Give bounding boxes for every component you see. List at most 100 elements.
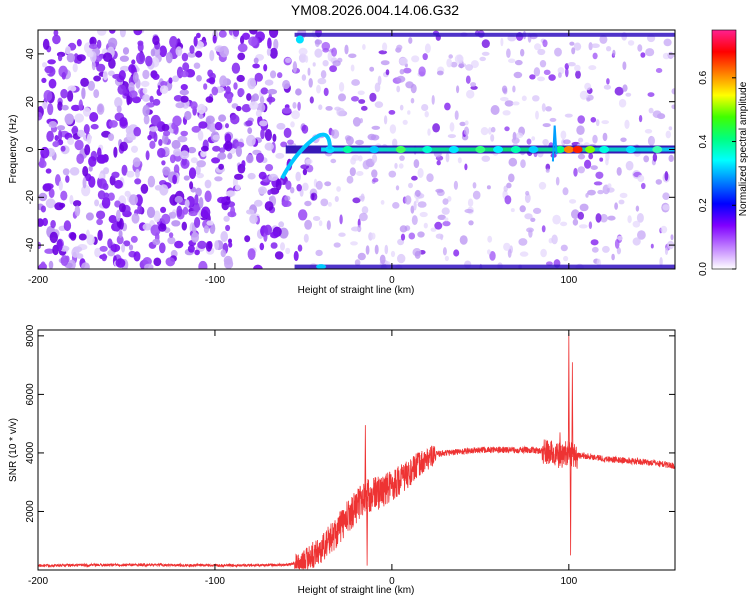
noise-dot	[233, 82, 238, 90]
noise-dot	[530, 217, 536, 222]
noise-dot	[577, 166, 585, 174]
noise-dot	[590, 165, 598, 171]
noise-dot	[119, 117, 128, 127]
noise-dot	[662, 204, 670, 211]
noise-dot	[312, 216, 321, 221]
noise-dot	[334, 196, 339, 202]
noise-dot	[369, 92, 377, 102]
noise-dot	[99, 154, 107, 164]
noise-dot	[52, 34, 61, 45]
noise-dot	[130, 235, 138, 243]
noise-dot	[89, 36, 97, 46]
noise-dot	[326, 220, 331, 231]
noise-dot	[512, 85, 516, 93]
noise-dot	[153, 132, 158, 143]
noise-dot	[205, 96, 214, 103]
spectrogram-features	[280, 32, 675, 269]
noise-dot	[380, 200, 385, 205]
noise-dot	[543, 69, 551, 76]
noise-dot	[304, 200, 312, 207]
noise-dot	[321, 41, 331, 51]
noise-dot	[118, 70, 126, 81]
noise-dot	[524, 193, 531, 204]
noise-dot	[419, 211, 428, 218]
noise-dot	[72, 200, 82, 207]
noise-dot	[542, 39, 548, 48]
noise-dot	[67, 90, 74, 102]
noise-dot	[180, 70, 189, 78]
noise-dot	[431, 95, 435, 105]
noise-dot	[237, 43, 248, 53]
noise-dot	[309, 96, 314, 104]
carrier-blob	[510, 146, 521, 153]
noise-dot	[252, 93, 259, 102]
y-tick-label: 2000	[25, 500, 36, 523]
aliased-upper-line	[294, 32, 675, 37]
noise-dot	[591, 246, 599, 253]
noise-dot	[227, 211, 237, 218]
noise-dot	[209, 50, 215, 62]
noise-dot	[86, 50, 94, 58]
noise-dot	[397, 253, 406, 264]
noise-dot	[456, 85, 460, 94]
noise-dot	[537, 76, 545, 82]
noise-dot	[189, 45, 195, 54]
noise-dot	[432, 123, 440, 133]
noise-dot	[481, 39, 490, 48]
noise-dot	[267, 189, 272, 196]
noise-dot	[384, 244, 389, 255]
noise-dot	[602, 132, 608, 142]
noise-dot	[145, 55, 153, 67]
noise-dot	[63, 220, 72, 232]
noise-dot	[119, 55, 129, 62]
noise-dot	[508, 173, 515, 183]
colorbar-tick-label: 0.4	[698, 134, 709, 148]
noise-dot	[159, 242, 166, 254]
noise-dot	[537, 48, 546, 56]
noise-dot	[564, 113, 573, 118]
noise-dot	[60, 145, 66, 152]
noise-dot	[592, 52, 598, 60]
noise-dot	[454, 110, 459, 120]
noise-dot	[532, 95, 540, 102]
noise-dot	[302, 168, 308, 176]
noise-dot	[241, 160, 246, 168]
noise-dot	[280, 242, 285, 251]
noise-dot	[287, 139, 294, 145]
noise-dot	[620, 137, 627, 143]
y-tick-label: 8000	[25, 324, 36, 347]
noise-dot	[76, 253, 84, 259]
noise-dot	[599, 34, 608, 44]
noise-dot	[603, 84, 612, 90]
noise-dot	[153, 210, 161, 223]
noise-dot	[408, 37, 413, 44]
spectrogram-y-label: Frequency (Hz)	[8, 115, 19, 184]
noise-dot	[636, 213, 644, 223]
noise-dot	[90, 123, 99, 130]
noise-dot	[94, 247, 101, 258]
noise-dot	[145, 150, 150, 161]
noise-dot	[442, 198, 449, 205]
noise-dot	[359, 118, 363, 124]
carrier-blob	[448, 146, 459, 153]
noise-dot	[225, 224, 231, 232]
noise-dot	[434, 221, 443, 230]
noise-dot	[350, 64, 355, 72]
y-tick-label: -40	[25, 237, 36, 252]
noise-dot	[293, 250, 299, 262]
noise-dot	[184, 110, 192, 121]
noise-dot	[571, 47, 576, 55]
noise-dot	[404, 195, 412, 205]
noise-dot	[196, 32, 201, 39]
noise-dot	[174, 195, 183, 204]
noise-dot	[197, 240, 207, 249]
noise-dot	[348, 53, 357, 59]
noise-dot	[260, 87, 269, 95]
noise-dot	[45, 168, 52, 174]
noise-dot	[542, 139, 549, 146]
noise-dot	[194, 194, 199, 206]
noise-dot	[605, 158, 609, 166]
noise-dot	[88, 43, 98, 49]
noise-dot	[565, 67, 569, 78]
noise-dot	[616, 235, 624, 241]
